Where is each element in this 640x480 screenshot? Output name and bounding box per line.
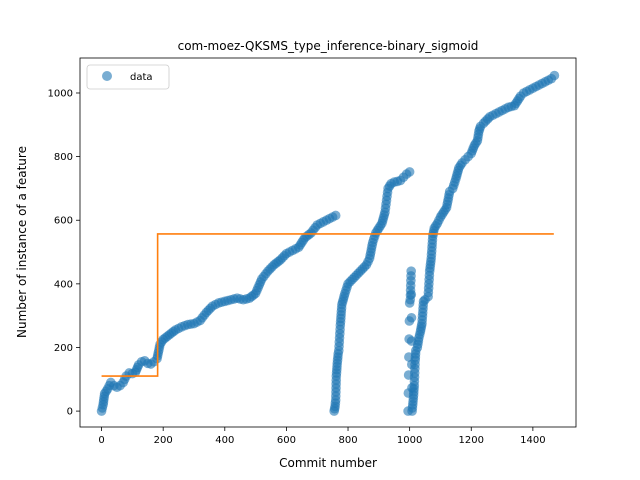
- data-point: [330, 210, 341, 221]
- y-tick-label: 1000: [48, 88, 73, 99]
- chart-title: com-moez-QKSMS_type_inference-binary_sig…: [178, 39, 479, 53]
- y-tick-label: 600: [54, 216, 73, 227]
- data-point: [406, 289, 417, 300]
- x-tick-label: 1200: [459, 435, 484, 446]
- x-tick-label: 1000: [397, 435, 422, 446]
- data-point: [406, 312, 417, 323]
- plot-area: [96, 70, 560, 416]
- x-tick-label: 800: [338, 435, 357, 446]
- data-point: [406, 266, 416, 276]
- legend-marker-data: [102, 71, 112, 81]
- data-points-layer: [96, 70, 560, 416]
- x-tick-label: 400: [215, 435, 234, 446]
- data-point: [549, 70, 560, 81]
- fit-step-line: [101, 233, 554, 377]
- x-tick-label: 0: [98, 435, 104, 446]
- x-axis-label: Commit number: [279, 456, 377, 470]
- y-tick-label: 400: [54, 279, 73, 290]
- legend-box: [86, 64, 170, 90]
- x-tick-label: 1400: [520, 435, 545, 446]
- legend-label-data: data: [130, 72, 153, 83]
- legend: data: [86, 64, 170, 90]
- y-axis-ticks: 0 200 400 600 800 1000: [48, 88, 80, 418]
- x-tick-label: 600: [277, 435, 296, 446]
- y-tick-label: 800: [54, 152, 73, 163]
- data-point: [404, 167, 415, 177]
- x-axis-ticks: 0 200 400 600 800 1000 1200 1400: [98, 427, 546, 446]
- x-tick-label: 200: [154, 435, 173, 446]
- fit-line-layer: [101, 233, 554, 377]
- axes-frame: [79, 57, 577, 428]
- y-tick-label: 0: [67, 407, 73, 418]
- y-axis-label: Number of instance of a feature: [15, 146, 29, 338]
- y-tick-label: 200: [54, 343, 73, 354]
